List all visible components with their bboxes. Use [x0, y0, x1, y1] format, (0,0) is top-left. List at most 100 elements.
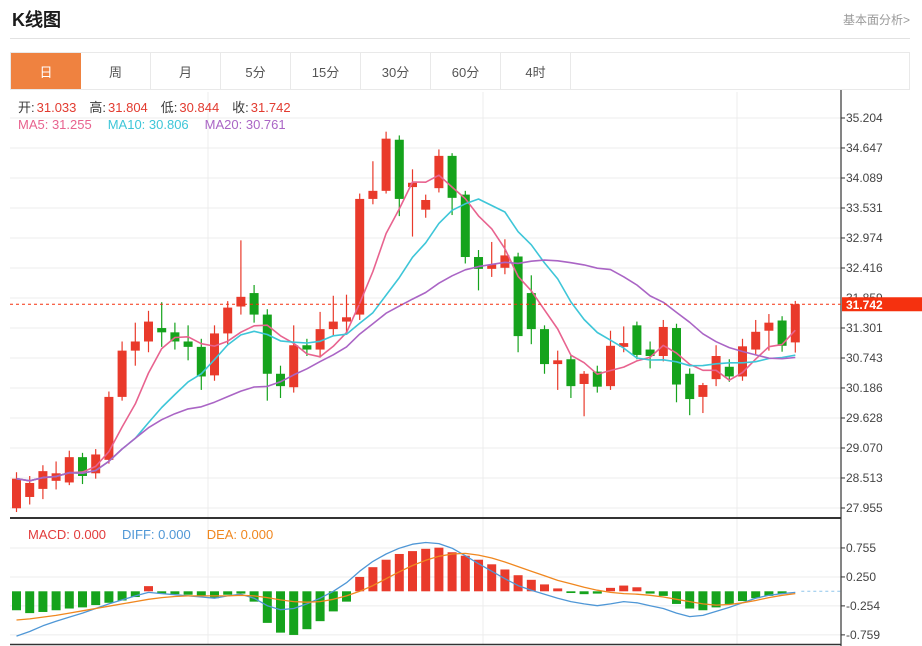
- candle-down: [157, 328, 167, 333]
- price-tick-label: 30.186: [846, 381, 883, 395]
- macd-bar: [698, 591, 708, 611]
- macd-bar: [738, 591, 747, 602]
- candle-up: [12, 478, 21, 509]
- candle-down: [540, 329, 549, 365]
- candle-down: [394, 139, 404, 199]
- candle-up: [315, 329, 325, 350]
- macd-bar: [210, 591, 219, 599]
- macd-bar: [513, 575, 523, 592]
- tab-5min[interactable]: 5分: [221, 53, 291, 89]
- current-price-badge-label: 31.742: [846, 298, 883, 312]
- ma-readout: MA5: 31.255 MA10: 30.806 MA20: 30.761: [18, 117, 286, 132]
- price-tick-label: 28.513: [846, 471, 883, 485]
- macd-readout-item-0: MACD: 0.000: [28, 527, 107, 542]
- macd-bar: [434, 547, 444, 592]
- price-tick-label: 29.070: [846, 441, 883, 455]
- macd-tick-label: 0.755: [846, 541, 876, 555]
- price-tick-label: 27.955: [846, 501, 883, 515]
- candle-down: [645, 349, 655, 357]
- macd-bar: [104, 591, 114, 603]
- candle-down: [302, 345, 312, 350]
- candle-up: [381, 138, 391, 191]
- macd-bar: [421, 548, 431, 592]
- candle-up: [711, 356, 721, 380]
- macd-bar: [619, 585, 629, 592]
- candle-up: [738, 346, 747, 377]
- macd-bar: [579, 591, 589, 595]
- macd-bar: [289, 591, 299, 635]
- candle-up: [764, 322, 774, 331]
- candle-down: [685, 373, 695, 400]
- ma5-line: [16, 174, 796, 482]
- macd-bar: [526, 579, 536, 592]
- dea-line: [16, 552, 796, 621]
- tab-day[interactable]: 日: [11, 53, 81, 89]
- tab-4hour[interactable]: 4时: [501, 53, 571, 89]
- candle-up: [368, 190, 378, 199]
- macd-bar: [25, 591, 35, 614]
- macd-bar: [645, 591, 655, 594]
- page-title: K线图: [12, 10, 61, 30]
- macd-bar: [777, 591, 787, 594]
- price-tick-label: 32.974: [846, 231, 883, 245]
- macd-bar: [328, 591, 338, 612]
- ma10-line: [16, 198, 796, 482]
- macd-bar: [157, 591, 167, 594]
- macd-bar: [12, 591, 21, 611]
- price-tick-label: 33.531: [846, 201, 883, 215]
- price-tick-label: 34.647: [846, 141, 883, 155]
- macd-bar: [751, 591, 761, 599]
- ohlc-readout-item-0: 开: 31.033: [18, 100, 77, 115]
- diff-line: [16, 541, 796, 637]
- price-tick-label: 30.743: [846, 351, 883, 365]
- candle-down: [526, 293, 536, 330]
- candle-up: [579, 373, 589, 384]
- candle-down: [672, 328, 681, 385]
- candle-down: [447, 155, 457, 198]
- tab-60min[interactable]: 60分: [431, 53, 501, 89]
- page-header: K线图 基本面分析>: [10, 0, 910, 39]
- macd-bar: [130, 591, 140, 598]
- macd-bar: [236, 591, 246, 594]
- macd-readout-item-1: DIFF: 0.000: [122, 527, 191, 542]
- candle-down: [777, 320, 787, 346]
- candle-up: [130, 341, 140, 351]
- macd-tick-label: 0.250: [846, 570, 876, 584]
- fundamental-analysis-link[interactable]: 基本面分析>: [842, 12, 910, 27]
- macd-readout-item-2: DEA: 0.000: [206, 527, 274, 542]
- tab-week[interactable]: 周: [81, 53, 151, 89]
- macd-bar: [685, 591, 695, 609]
- candle-up: [487, 264, 497, 269]
- macd-tick-label: -0.759: [846, 628, 880, 642]
- tab-month[interactable]: 月: [151, 53, 221, 89]
- ohlc-readout: 开: 31.033 高: 31.804 低: 30.844 收: 31.742: [18, 97, 291, 116]
- candle-down: [632, 325, 642, 355]
- candle-down: [592, 371, 602, 387]
- candle-down: [249, 293, 259, 315]
- candle-up: [223, 307, 233, 334]
- candle-up: [117, 350, 127, 397]
- ohlc-readout-item-2: 低: 30.844: [160, 100, 220, 115]
- tab-15min[interactable]: 15分: [291, 53, 361, 89]
- macd-bar: [632, 587, 642, 592]
- macd-bar: [566, 591, 576, 594]
- macd-readout: MACD: 0.000 DIFF: 0.000 DEA: 0.000: [28, 527, 273, 542]
- macd-bar: [117, 591, 127, 601]
- interval-tabbar: 日周月 5分 15分 30分 60分 4时: [10, 52, 910, 90]
- ma-readout-item-0: MA5: 31.255: [18, 117, 92, 132]
- candle-up: [25, 482, 35, 497]
- ma-readout-item-2: MA20: 30.761: [204, 117, 286, 132]
- macd-bar: [144, 586, 153, 592]
- macd-bar: [355, 576, 365, 592]
- candle-up: [328, 321, 338, 330]
- candle-up: [236, 296, 246, 307]
- macd-bar: [672, 591, 681, 604]
- macd-bar: [540, 584, 549, 592]
- macd-bar: [91, 591, 101, 606]
- macd-bar: [474, 559, 483, 592]
- ma-readout-item-1: MA10: 30.806: [107, 117, 189, 132]
- candle-down: [513, 256, 523, 337]
- tab-30min[interactable]: 30分: [361, 53, 431, 89]
- candle-down: [566, 359, 576, 387]
